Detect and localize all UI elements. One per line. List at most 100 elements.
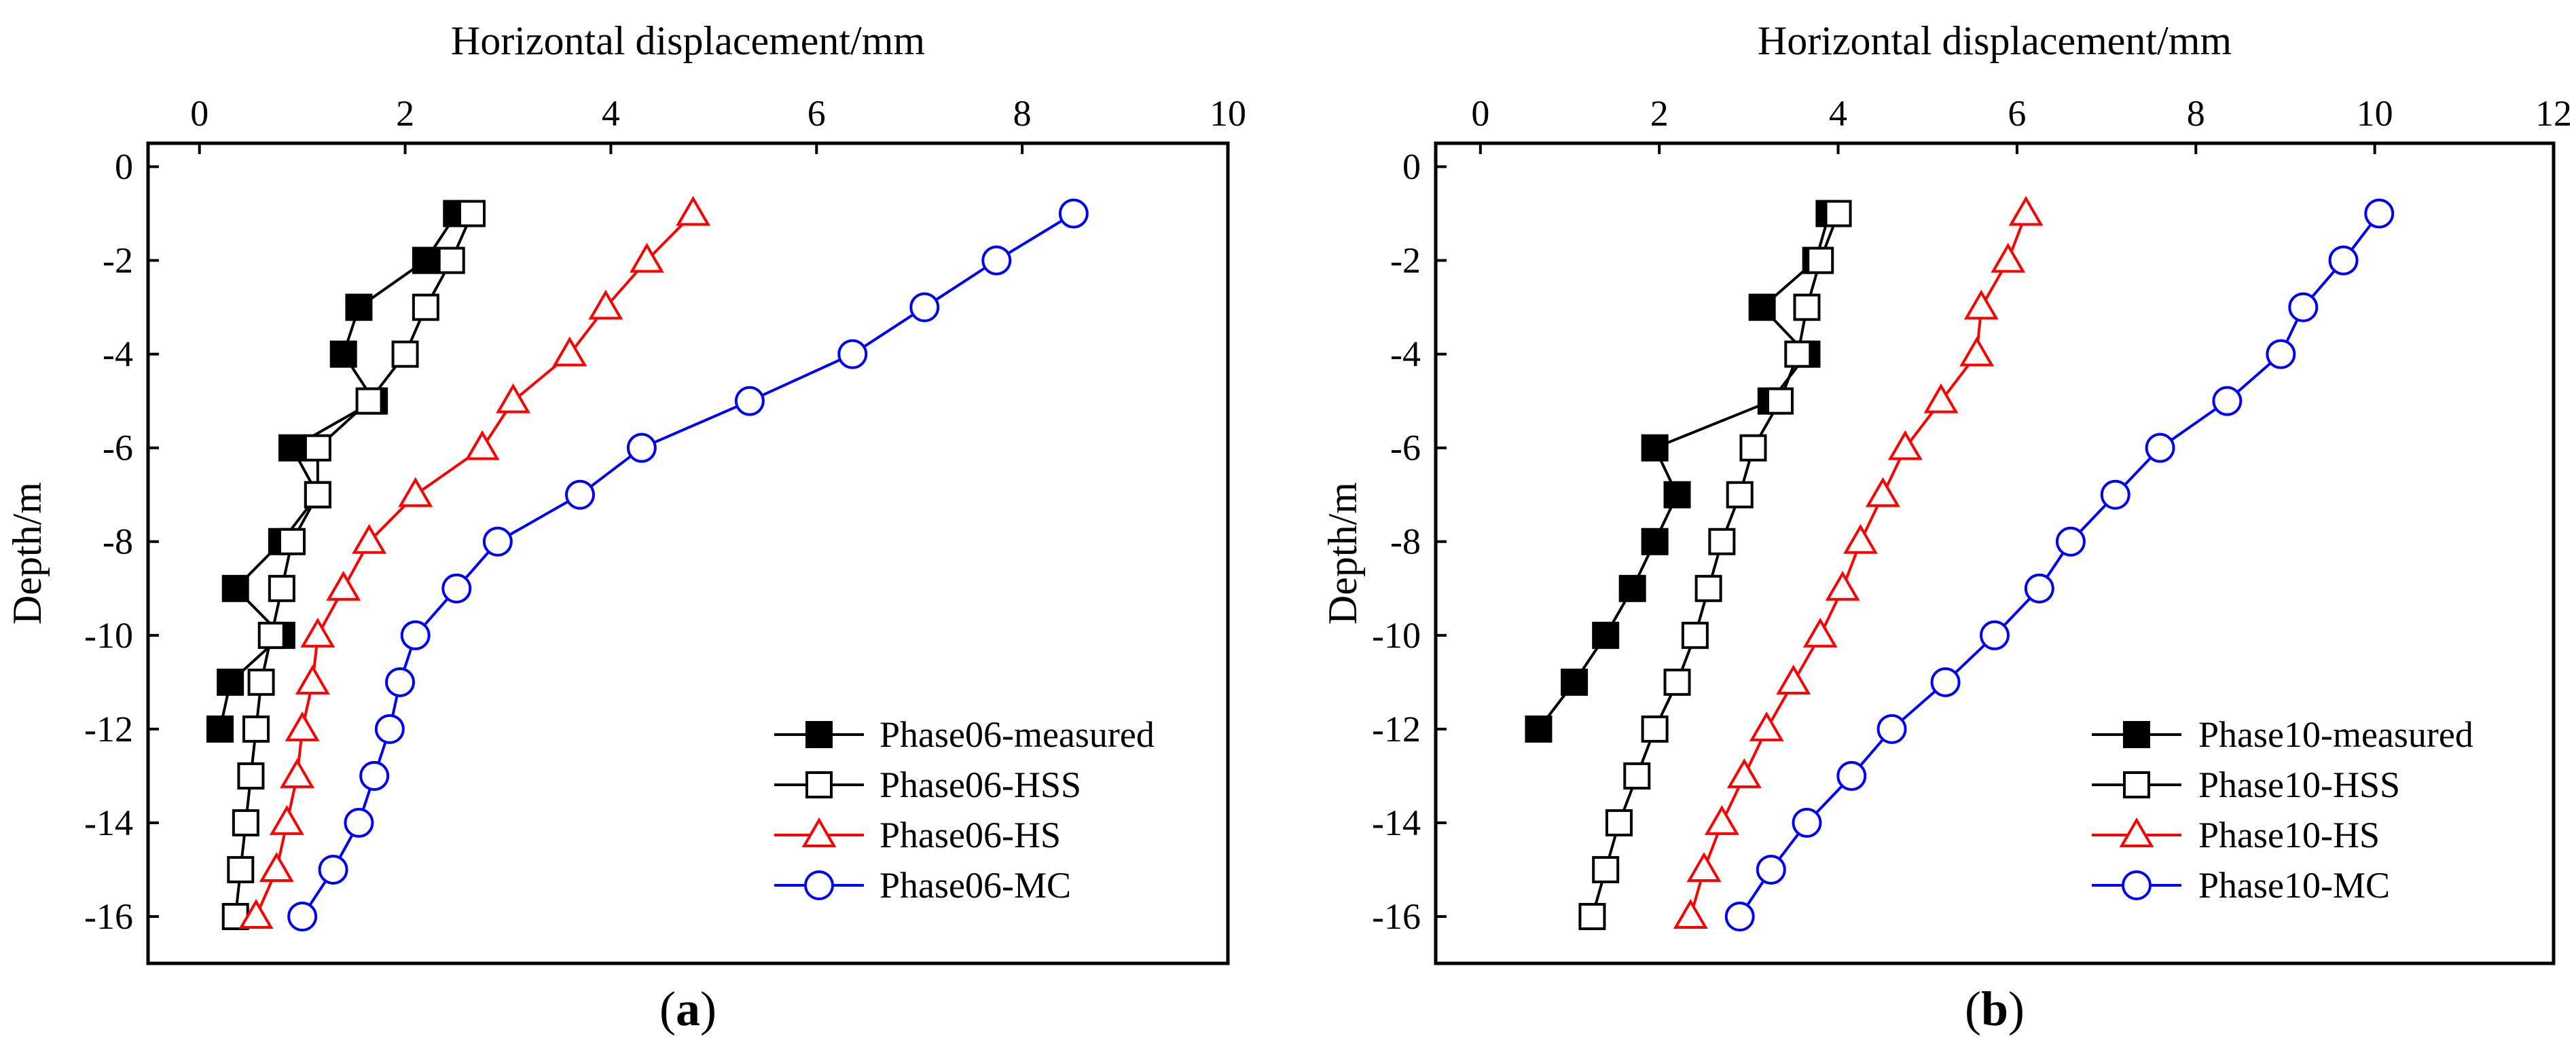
data-point [1694, 574, 1722, 602]
series-Phase10-measured [1525, 200, 1843, 743]
data-point [257, 621, 285, 649]
data-point [300, 617, 335, 648]
panel-label-letter: a [676, 982, 700, 1036]
data-point [1887, 430, 1923, 460]
data-point [2266, 339, 2296, 369]
data-point [2145, 432, 2175, 463]
data-point [482, 526, 513, 557]
data-point [496, 383, 531, 413]
x-tick-label: 6 [2008, 93, 2026, 134]
data-point [1726, 758, 1762, 788]
data-point [242, 715, 270, 743]
y-tick-label: -4 [103, 334, 133, 375]
data-point [2008, 196, 2044, 226]
data-point [221, 574, 249, 602]
data-point [206, 715, 234, 743]
y-tick-label: -14 [1372, 802, 1421, 843]
legend-marker [2119, 817, 2154, 847]
data-point [329, 340, 357, 368]
x-tick-label: 2 [396, 93, 414, 134]
series-line [1739, 213, 2380, 918]
data-point [359, 760, 390, 791]
data-point [1578, 902, 1606, 930]
y-tick-label: -2 [1390, 240, 1421, 281]
panel-label: (b) [1965, 982, 2025, 1036]
data-point [2055, 526, 2086, 557]
data-point [1963, 289, 1999, 320]
data-point [295, 664, 330, 695]
data-point [326, 570, 361, 601]
data-point [304, 434, 331, 462]
data-point [734, 386, 765, 416]
data-point [1641, 434, 1669, 462]
x-tick-label: 6 [808, 93, 826, 134]
y-tick-label: -12 [1372, 709, 1421, 750]
x-tick-label: 8 [2187, 93, 2205, 134]
data-point [1605, 809, 1633, 836]
data-point [412, 293, 439, 321]
data-point [1802, 617, 1838, 648]
legend-entry: Phase10-HS [2092, 815, 2380, 855]
legend-label: Phase10-HSS [2198, 764, 2400, 805]
y-tick-label: -4 [1390, 334, 1421, 375]
legend-marker [2123, 721, 2150, 748]
data-point [318, 854, 348, 885]
x-axis-title: Horizontal displacement/mm [451, 18, 925, 63]
y-tick-label: -16 [84, 896, 133, 937]
data-point [398, 477, 433, 507]
data-point [1618, 574, 1646, 602]
data-point [1686, 851, 1722, 882]
series-Phase06-HSS [221, 200, 486, 930]
data-point [412, 246, 439, 274]
x-tick-label: 2 [1650, 93, 1669, 134]
series-line [234, 213, 473, 917]
panel-label-close-paren: ) [700, 982, 716, 1036]
x-tick-label: 0 [190, 93, 208, 134]
legend-label: Phase06-HS [879, 815, 1061, 855]
data-point [465, 430, 500, 460]
data-point [1623, 762, 1651, 790]
data-point [1825, 570, 1860, 601]
y-tick-label: -6 [1390, 428, 1421, 468]
data-point [441, 573, 472, 604]
data-point [1766, 387, 1794, 415]
data-point [259, 851, 294, 882]
data-point [2288, 292, 2319, 322]
data-point [1959, 336, 1995, 367]
y-axis-title: Depth/m [1320, 482, 1365, 625]
data-point [458, 200, 486, 227]
data-point [1641, 528, 1669, 555]
data-point [391, 340, 419, 368]
legend-entry: Phase10-measured [2092, 714, 2473, 755]
data-point [2024, 573, 2054, 604]
data-point [227, 855, 255, 883]
panel-label-letter: b [1981, 982, 2008, 1036]
data-point [1793, 293, 1821, 321]
data-point [1058, 198, 1089, 229]
data-point [1749, 711, 1784, 741]
data-point [1756, 854, 1786, 885]
series-line [301, 212, 1074, 918]
data-point [355, 387, 383, 415]
data-point [1930, 667, 1961, 697]
legend-entry: Phase06-HSS [774, 764, 1081, 805]
data-point [1739, 434, 1767, 462]
x-tick-label: 8 [1013, 93, 1032, 134]
data-point [588, 289, 623, 320]
panel-label: (a) [659, 982, 716, 1036]
legend-label: Phase10-HS [2198, 815, 2380, 855]
data-point [552, 336, 587, 367]
data-point [400, 620, 431, 650]
panel-b: 0 2 4 6 8 10 12 0 -2 -4 -6 -8 -10 -12 -14 -16 Horizontal… [1320, 18, 2572, 1036]
series-line [1591, 213, 1840, 917]
data-point [285, 711, 320, 741]
data-point [232, 809, 259, 836]
data-point [1592, 855, 1620, 883]
data-point [1876, 714, 1907, 744]
data-point [1681, 621, 1709, 649]
data-point [1592, 621, 1620, 649]
plot-frame [1434, 141, 2556, 965]
data-point [1673, 898, 1708, 929]
